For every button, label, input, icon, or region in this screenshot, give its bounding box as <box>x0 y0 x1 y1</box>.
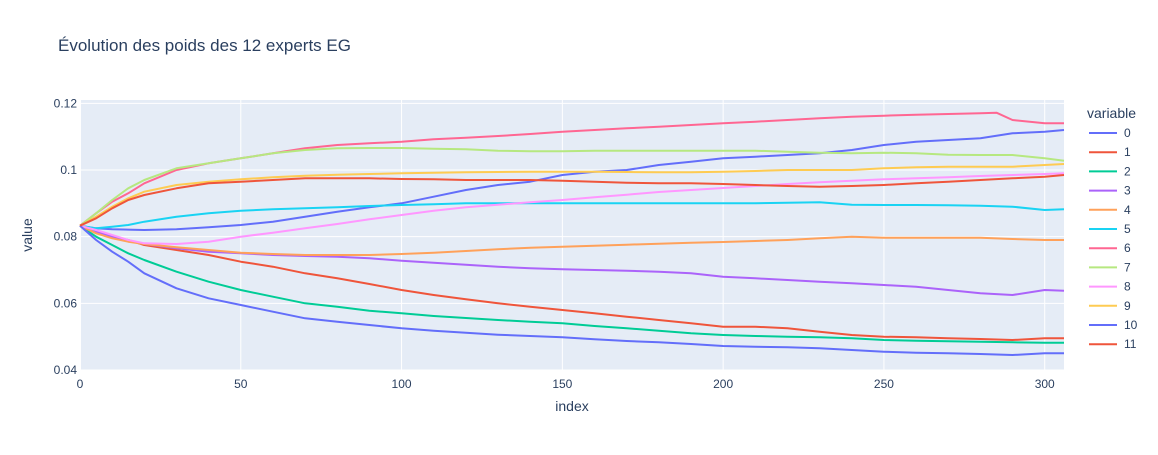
legend-title: variable <box>1087 105 1136 121</box>
series-line-4 <box>79 224 1064 256</box>
series-line-9 <box>79 163 1065 227</box>
x-axis-label: index <box>555 398 588 414</box>
x-tick-label: 150 <box>552 377 572 391</box>
series-line-8 <box>79 172 1065 245</box>
y-tick-label: 0.06 <box>54 296 78 310</box>
y-tick-label: 0.12 <box>54 96 78 110</box>
legend-label-10: 10 <box>1124 318 1138 332</box>
legend-label-0: 0 <box>1124 126 1131 140</box>
series-lines <box>79 111 1065 356</box>
legend-label-6: 6 <box>1124 241 1131 255</box>
y-axis-label: value <box>19 218 35 252</box>
series-line-10 <box>79 224 1064 356</box>
legend-label-8: 8 <box>1124 280 1131 294</box>
legend-label-4: 4 <box>1124 203 1131 217</box>
y-axis-ticks: 0.04 0.06 0.08 0.1 0.12 <box>54 96 78 377</box>
x-tick-label: 300 <box>1035 377 1055 391</box>
x-tick-label: 100 <box>392 377 412 391</box>
series-line-0 <box>79 129 1065 231</box>
legend-label-3: 3 <box>1124 184 1131 198</box>
series-line-11 <box>79 174 1065 227</box>
x-tick-label: 200 <box>713 377 733 391</box>
x-axis-ticks: 0 50 100 150 200 250 300 <box>77 377 1055 391</box>
legend-label-2: 2 <box>1124 164 1131 178</box>
plot-area <box>80 100 1064 370</box>
legend-label-11: 11 <box>1124 337 1137 351</box>
legend-label-1: 1 <box>1124 145 1131 159</box>
series-line-3 <box>79 224 1065 296</box>
series-line-2 <box>79 224 1064 344</box>
x-tick-label: 0 <box>77 377 84 391</box>
series-line-7 <box>79 147 1065 227</box>
y-tick-label: 0.08 <box>54 230 78 244</box>
x-tick-label: 50 <box>234 377 248 391</box>
chart-title: Évolution des poids des 12 experts EG <box>58 36 351 55</box>
y-tick-label: 0.04 <box>54 363 78 377</box>
series-line-5 <box>79 201 1065 230</box>
y-tick-label: 0.1 <box>60 163 77 177</box>
legend-label-5: 5 <box>1124 222 1131 236</box>
series-line-1 <box>79 224 1064 341</box>
legend-label-9: 9 <box>1124 299 1131 313</box>
legend-label-7: 7 <box>1124 260 1131 274</box>
legend-items: 0 1 2 3 4 5 6 7 8 9 10 11 <box>1089 126 1138 351</box>
legend: variable 0 1 2 3 4 5 6 7 8 9 10 11 <box>1087 105 1138 351</box>
x-tick-label: 250 <box>874 377 894 391</box>
